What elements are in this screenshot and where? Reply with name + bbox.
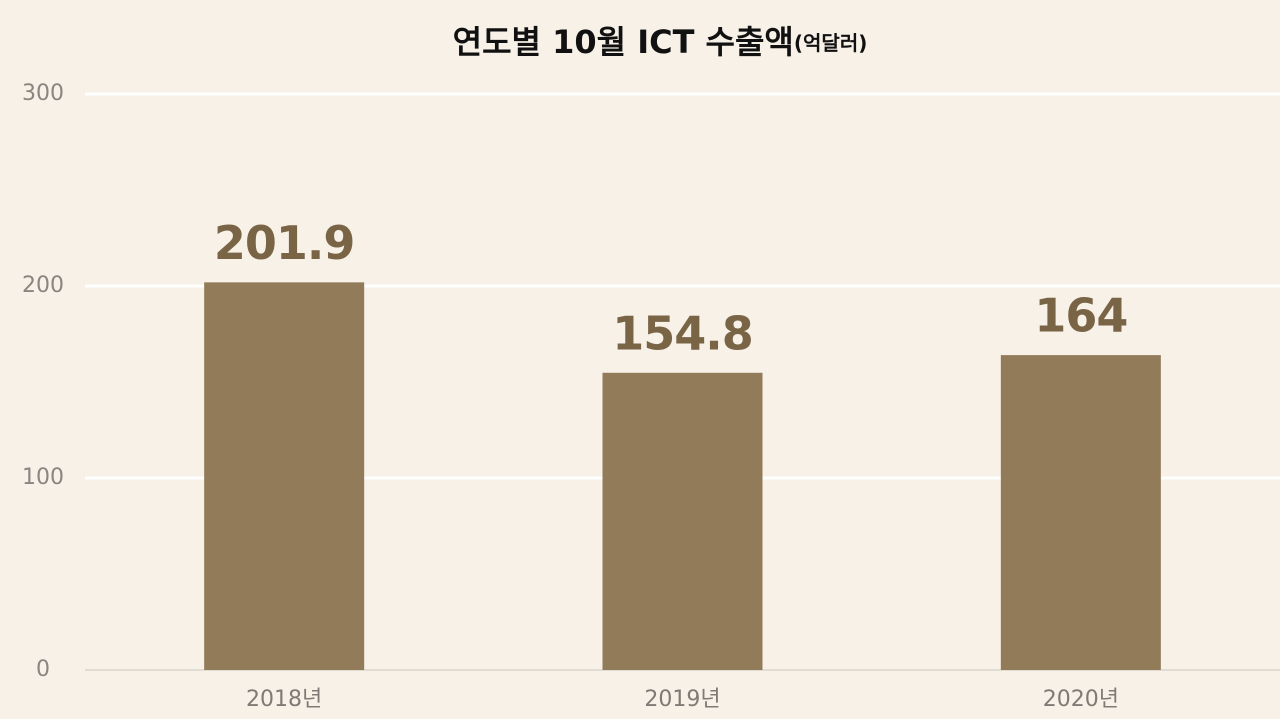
bar (602, 372, 763, 670)
bar (204, 282, 365, 670)
data-label: 154.8 (612, 306, 753, 360)
x-tick-label: 2020년 (1043, 687, 1119, 712)
chart-unit: (억달러) (794, 31, 867, 55)
x-tick-label: 2019년 (644, 687, 720, 712)
y-tick-label: 200 (22, 273, 64, 298)
bar (1000, 355, 1161, 670)
y-tick-label: 0 (36, 657, 50, 682)
chart-title-group: 연도별 10월 ICT 수출액(억달러) (453, 23, 868, 61)
data-label: 164 (1034, 289, 1127, 343)
y-tick-label: 100 (22, 465, 64, 490)
data-label: 201.9 (214, 216, 355, 270)
chart-title: 연도별 10월 ICT 수출액 (453, 23, 794, 61)
y-tick-label: 300 (22, 81, 64, 106)
x-tick-label: 2018년 (246, 687, 322, 712)
